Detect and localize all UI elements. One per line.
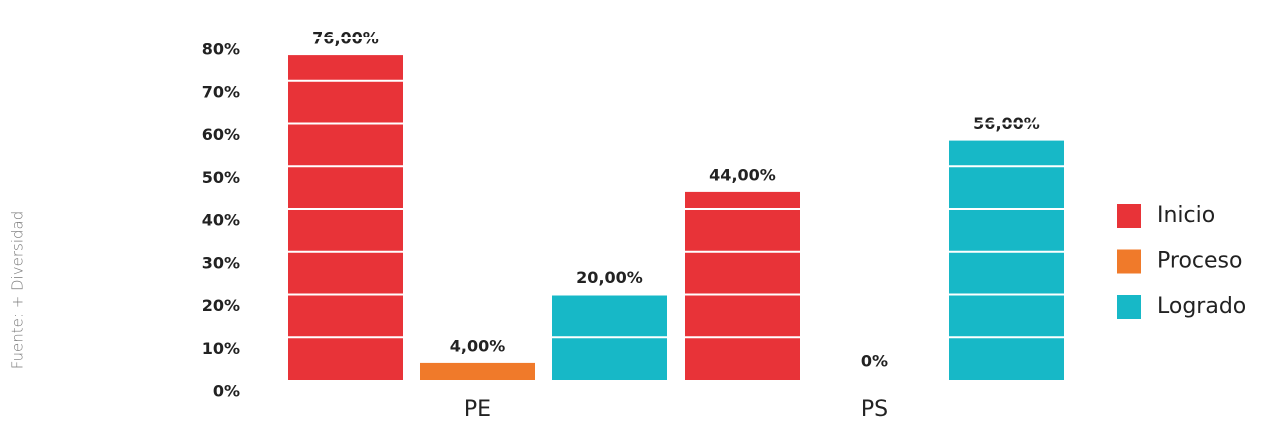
y-tick-label: 60% xyxy=(202,125,240,144)
legend-label: Logrado xyxy=(1157,294,1246,319)
data-label: 20,00% xyxy=(576,268,643,287)
legend-swatch xyxy=(1117,249,1141,274)
data-label: 44,00% xyxy=(709,165,776,184)
legend-swatch xyxy=(1117,295,1141,319)
bar xyxy=(288,55,403,380)
legend-swatch xyxy=(1117,204,1141,228)
y-tick-label: 30% xyxy=(202,253,240,272)
y-tick-label: 50% xyxy=(202,168,240,187)
y-tick-label: 80% xyxy=(202,40,240,59)
bar xyxy=(949,140,1064,380)
y-tick-label: 20% xyxy=(202,296,240,315)
legend-label: Inicio xyxy=(1157,203,1215,228)
bar xyxy=(420,362,535,380)
x-tick-label: PE xyxy=(464,397,491,422)
x-tick-label: PS xyxy=(861,397,888,422)
y-tick-label: 0% xyxy=(213,382,240,401)
y-tick-label: 70% xyxy=(202,82,240,101)
legend-label: Proceso xyxy=(1157,249,1242,274)
y-tick-label: 10% xyxy=(202,339,240,358)
source: Fuente: + Diversidad xyxy=(9,211,27,370)
bar xyxy=(685,191,800,380)
y-tick-label: 40% xyxy=(202,211,240,230)
data-label: 4,00% xyxy=(450,336,506,355)
data-label: 0% xyxy=(861,352,888,371)
